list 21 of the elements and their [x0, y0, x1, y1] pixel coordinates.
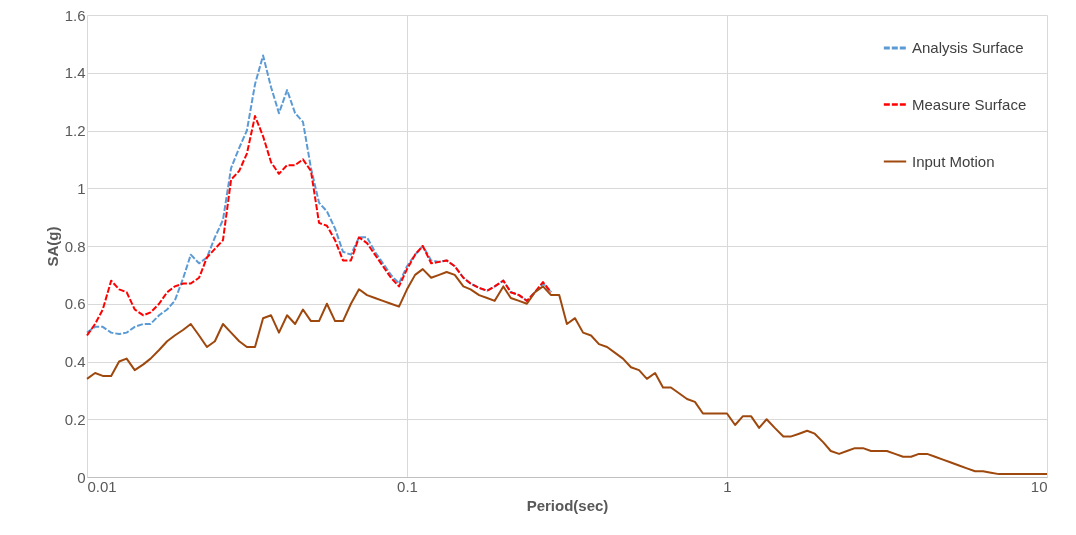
- x-tick-label: 0.01: [87, 477, 117, 495]
- y-tick-label: 1: [77, 179, 86, 197]
- y-tick-label: 1.2: [64, 122, 86, 139]
- line-series: [86, 54, 553, 336]
- y-tick-label: 1.6: [64, 6, 86, 24]
- legend-label: Measure Surface: [912, 95, 1027, 113]
- y-axis-title: SA(g): [43, 226, 61, 267]
- y-tick-label: 0.4: [64, 353, 86, 370]
- y-tick-label: 0.2: [64, 410, 86, 428]
- y-tick-label: 1.4: [64, 64, 86, 82]
- legend-label: Input Motion: [912, 152, 995, 170]
- line-series: [86, 268, 1048, 476]
- y-tick-label: 0.6: [64, 295, 86, 313]
- x-tick-label: 10: [1030, 477, 1048, 495]
- x-tick-label: 1: [723, 477, 732, 495]
- y-tick-label: 0: [77, 468, 86, 486]
- y-tick-label: 0.8: [64, 237, 86, 255]
- legend-label: Analysis Surface: [912, 39, 1024, 56]
- line-series: [86, 115, 553, 337]
- x-tick-label: 0.1: [397, 477, 418, 495]
- x-axis-title: Period(sec): [526, 496, 609, 514]
